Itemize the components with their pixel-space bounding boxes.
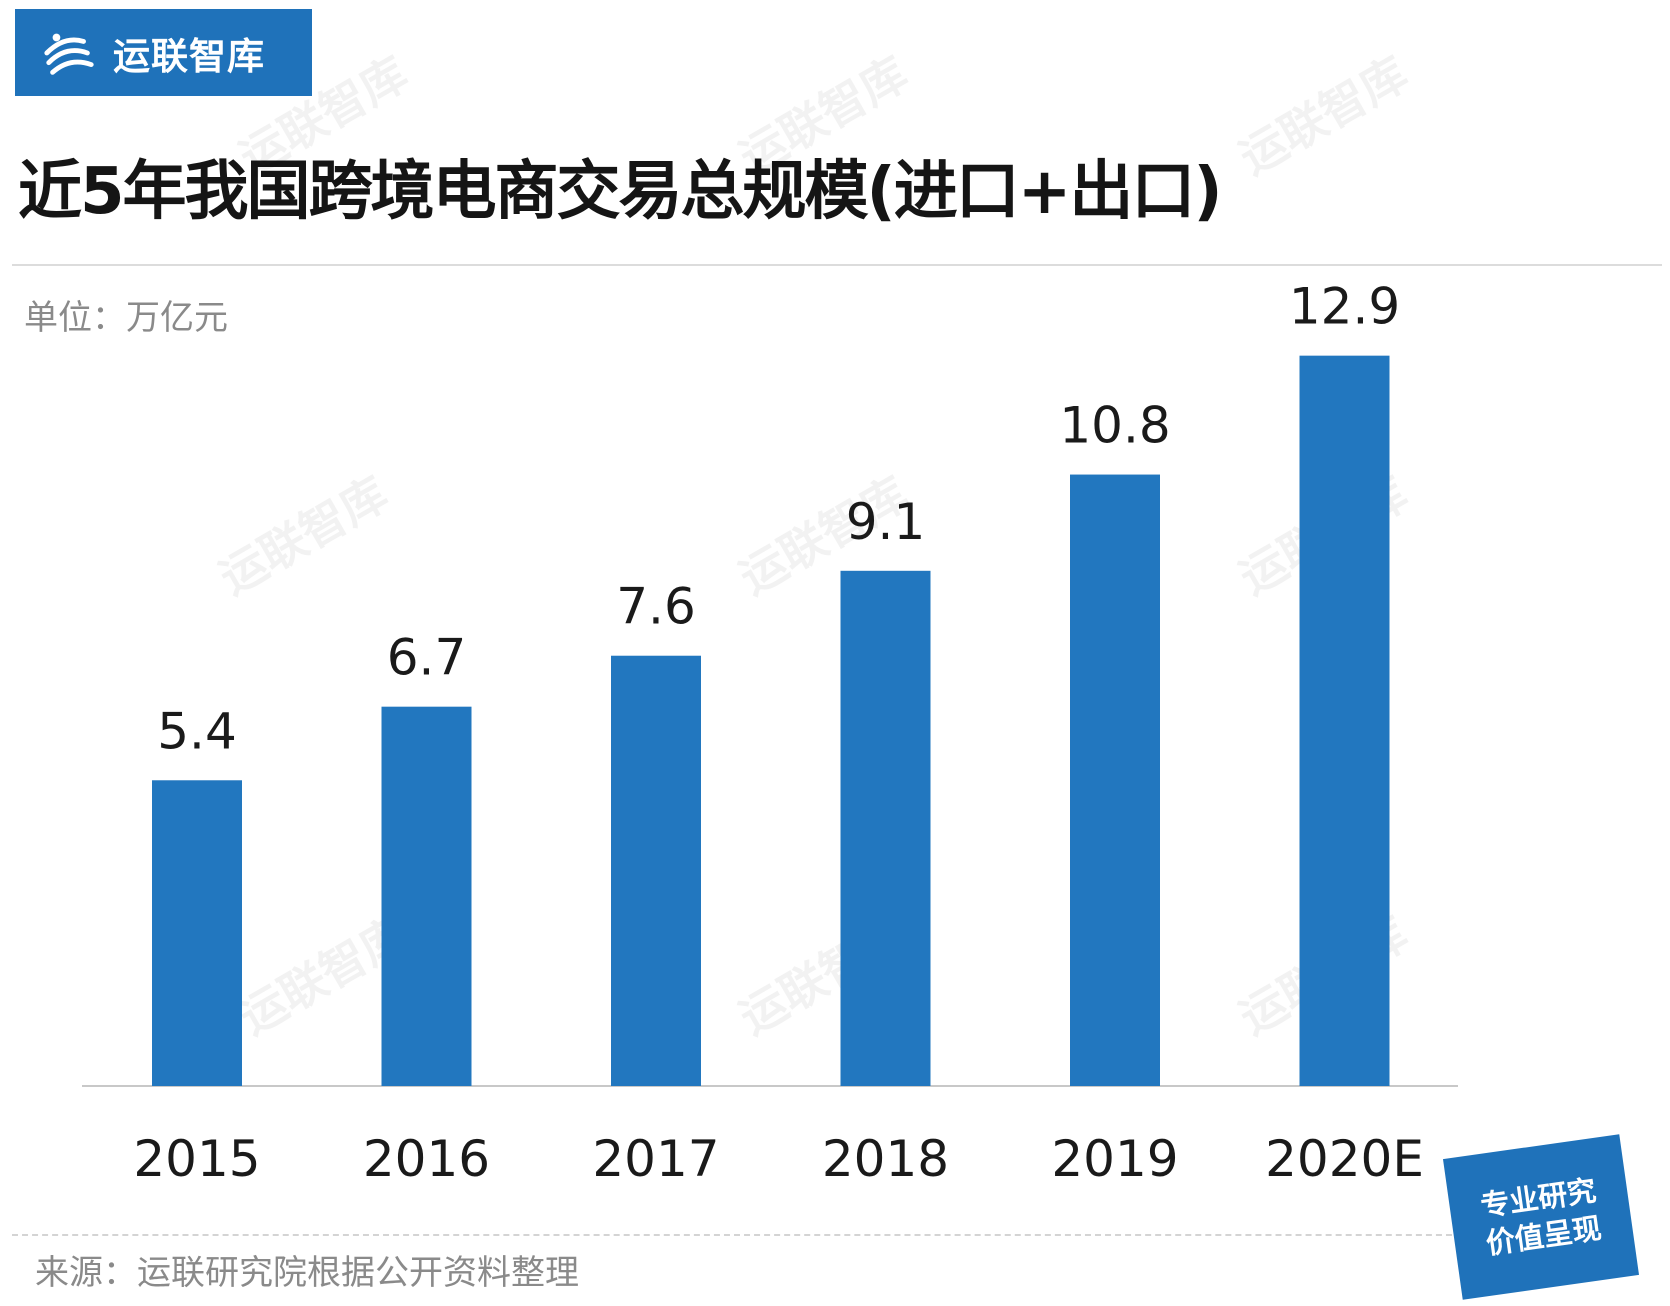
x-tick-label-2015: 2015 xyxy=(133,1130,260,1188)
brand-logo-text: 运联智库 xyxy=(113,34,265,78)
data-label-2015: 5.4 xyxy=(157,702,237,760)
title-divider xyxy=(12,264,1662,266)
x-tick-label-2018: 2018 xyxy=(822,1130,949,1188)
x-tick-label-2020E: 2020E xyxy=(1265,1130,1424,1188)
brand-logo-icon xyxy=(44,33,94,75)
bar-2020E xyxy=(1299,355,1390,1087)
page-title: 近5年我国跨境电商交易总规模(进口+出口) xyxy=(18,155,1223,229)
unit-label: 单位：万亿元 xyxy=(24,298,228,338)
data-label-2020E: 12.9 xyxy=(1289,278,1400,336)
slogan-badge: 专业研究 价值呈现 xyxy=(1442,1134,1640,1300)
footer-divider xyxy=(12,1234,1462,1236)
x-tick-label-2017: 2017 xyxy=(592,1130,719,1188)
data-label-2017: 7.6 xyxy=(616,578,696,636)
bar-2017 xyxy=(611,655,701,1086)
source-label: 来源：运联研究院根据公开资料整理 xyxy=(35,1253,579,1293)
data-label-2016: 6.7 xyxy=(387,629,467,687)
brand-logo: 运联智库 xyxy=(15,9,312,96)
bar-2018 xyxy=(840,570,931,1086)
bar-2015 xyxy=(152,780,242,1086)
data-label-2018: 9.1 xyxy=(846,493,926,551)
x-tick-label-2019: 2019 xyxy=(1051,1130,1178,1188)
bar-2019 xyxy=(1070,474,1160,1086)
bar-2016 xyxy=(381,706,472,1086)
x-tick-label-2016: 2016 xyxy=(363,1130,490,1188)
data-label-2019: 10.8 xyxy=(1059,397,1170,455)
